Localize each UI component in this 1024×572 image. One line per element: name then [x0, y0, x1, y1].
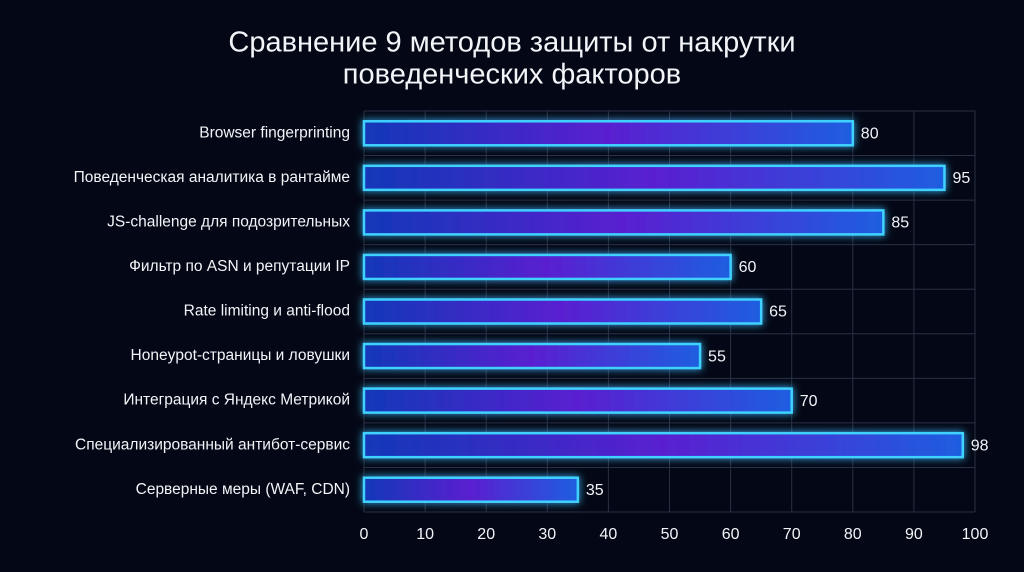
- y-tick-label: Фильтр по ASN и репутации IP: [129, 258, 350, 275]
- x-tick-label: 90: [905, 526, 923, 543]
- y-tick-label: Honeypot-страницы и ловушки: [131, 347, 350, 364]
- value-label: 35: [586, 482, 604, 499]
- x-tick-label: 70: [783, 526, 801, 543]
- x-tick-label: 60: [722, 526, 740, 543]
- x-tick-label: 40: [600, 526, 618, 543]
- value-label: 85: [891, 215, 909, 232]
- y-tick-label: Специализированный антибот-сервис: [75, 436, 350, 453]
- x-tick-label: 30: [538, 526, 556, 543]
- x-tick-label: 20: [477, 526, 495, 543]
- bar: [362, 387, 793, 414]
- y-tick-label: Серверные меры (WAF, CDN): [136, 481, 350, 498]
- chart-title: Сравнение 9 методов защиты от накрутки: [228, 27, 795, 59]
- bar: [362, 342, 702, 370]
- y-tick-label: Browser fingerprinting: [199, 124, 350, 141]
- x-tick-label: 10: [416, 526, 434, 543]
- value-label: 95: [952, 170, 970, 187]
- x-tick-label: 50: [661, 526, 679, 543]
- bar: [362, 431, 965, 459]
- value-label: 55: [708, 348, 726, 365]
- y-tick-label: Поведенческая аналитика в рантайме: [74, 169, 350, 186]
- y-tick-label: Rate limiting и anti-flood: [184, 303, 350, 320]
- value-label: 80: [861, 125, 879, 142]
- bar: [362, 476, 580, 503]
- bar: [362, 209, 885, 236]
- chart-title: поведенческих факторов: [343, 59, 681, 91]
- bar: [362, 120, 855, 147]
- y-tick-label: Интеграция с Яндекс Метрикой: [123, 392, 350, 409]
- bar: [362, 253, 732, 281]
- value-label: 98: [971, 437, 989, 454]
- bar: [362, 164, 946, 192]
- value-label: 65: [769, 304, 787, 321]
- bar: [362, 298, 763, 325]
- value-label: 60: [739, 259, 757, 276]
- x-tick-label: 80: [844, 526, 862, 543]
- x-tick-label: 100: [962, 526, 989, 543]
- y-tick-label: JS-challenge для подозрительных: [107, 213, 350, 230]
- x-tick-label: 0: [360, 526, 369, 543]
- value-label: 70: [800, 393, 818, 410]
